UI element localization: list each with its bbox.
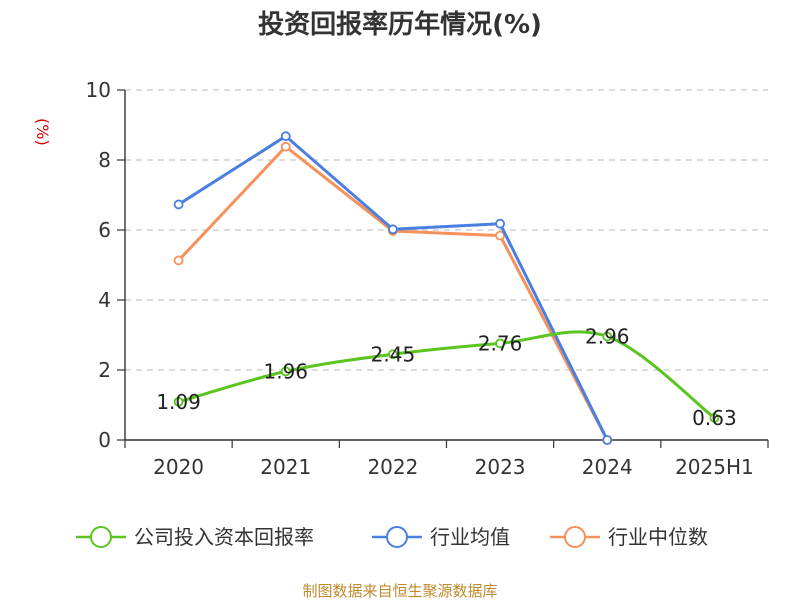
data-label: 1.09 (156, 390, 201, 414)
data-point (280, 366, 291, 377)
y-tick-label: 6 (98, 218, 111, 242)
y-tick-label: 8 (98, 148, 111, 172)
y-tick-label: 10 (86, 78, 111, 102)
y-tick-label: 2 (98, 358, 111, 382)
x-tick-label: 2024 (582, 455, 633, 479)
series-line-2 (177, 145, 609, 441)
legend-marker (386, 526, 408, 548)
data-point (173, 255, 184, 266)
series-lines (173, 131, 720, 445)
y-tick-label: 0 (98, 428, 111, 452)
data-point (495, 338, 505, 349)
x-tick-label: 2022 (367, 455, 418, 479)
data-label: 2.96 (585, 324, 630, 348)
data-point (709, 413, 720, 423)
data-point (602, 331, 613, 342)
data-point (388, 224, 398, 235)
source-note: 制图数据来自恒生聚源数据库 (302, 582, 498, 600)
data-label: 0.63 (692, 406, 737, 430)
data-point (495, 230, 505, 241)
data-point (495, 218, 505, 229)
x-tick-label: 2025H1 (675, 455, 754, 479)
chart-title: 投资回报率历年情况(%) (258, 10, 542, 40)
legend-item-1[interactable]: 行业均值 (372, 525, 510, 549)
data-label: 2.76 (478, 331, 523, 355)
x-tick-label: 2020 (153, 455, 204, 479)
data-point (388, 349, 398, 360)
data-point (280, 131, 291, 142)
legend-marker (564, 526, 586, 548)
series-line-1 (177, 134, 609, 441)
axes: 0 2 4 6 8 10 2020 2021 2022 2023 2024 2025H1 (86, 78, 769, 479)
grid-lines (125, 89, 768, 371)
legend-label: 行业中位数 (608, 525, 708, 549)
legend-label: 行业均值 (430, 525, 510, 549)
data-point (602, 435, 613, 445)
legend-label: 公司投入资本回报率 (134, 525, 314, 549)
legend-item-0[interactable]: 公司投入资本回报率 (76, 525, 314, 549)
y-tick-label: 4 (98, 288, 111, 312)
data-point (280, 141, 291, 152)
legend-item-2[interactable]: 行业中位数 (550, 525, 708, 549)
x-tick-label: 2023 (475, 455, 526, 479)
x-tick-label: 2021 (260, 455, 311, 479)
data-point (173, 396, 184, 407)
legend-marker (90, 526, 112, 548)
data-labels: 1.09 1.96 2.45 2.76 2.96 0.63 (156, 324, 736, 430)
data-label: 2.45 (371, 342, 416, 366)
data-label: 1.96 (263, 359, 308, 383)
legend[interactable]: 公司投入资本回报率 行业均值 行业中位数 (76, 525, 708, 549)
data-point (173, 199, 184, 210)
series-line-0 (178, 330, 716, 420)
